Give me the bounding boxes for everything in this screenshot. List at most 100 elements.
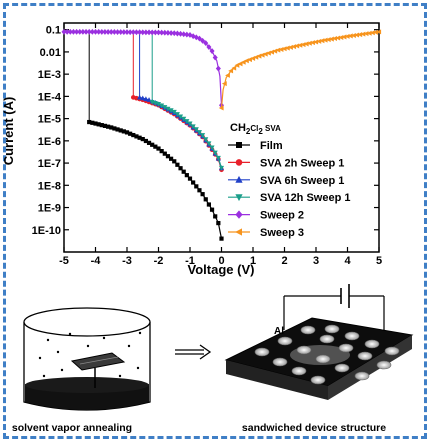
x-tick-label: 0 bbox=[218, 255, 224, 267]
x-tick-label: 1 bbox=[250, 255, 256, 267]
data-point bbox=[171, 109, 177, 115]
data-point bbox=[184, 119, 190, 124]
data-point bbox=[212, 54, 218, 61]
data-point bbox=[115, 127, 120, 132]
data-point bbox=[171, 30, 177, 37]
data-point bbox=[106, 124, 111, 129]
data-point bbox=[70, 28, 76, 35]
y-tick-label: 1E-5 bbox=[38, 114, 61, 126]
data-point bbox=[109, 125, 114, 130]
data-point bbox=[325, 37, 331, 43]
data-point bbox=[269, 49, 274, 55]
y-tick-label: 1E-9 bbox=[38, 203, 61, 215]
electrode-label: Al bbox=[274, 326, 284, 337]
data-point bbox=[291, 44, 297, 50]
data-point bbox=[203, 40, 209, 47]
data-point bbox=[140, 136, 145, 142]
series-line bbox=[64, 31, 223, 106]
y-tick-label: 0.1 bbox=[46, 25, 61, 37]
data-point bbox=[140, 95, 146, 101]
legend-entry: SVA 2h Sweep 1 bbox=[260, 157, 344, 169]
legend-marker bbox=[236, 142, 242, 148]
data-point bbox=[256, 53, 262, 59]
legend-marker bbox=[235, 175, 243, 183]
data-point bbox=[240, 59, 246, 65]
electrode-pads bbox=[254, 324, 400, 385]
legend-title: CH2Cl2 SVA bbox=[230, 122, 281, 136]
data-point bbox=[181, 116, 187, 122]
data-point bbox=[137, 94, 143, 100]
data-point bbox=[234, 62, 240, 68]
data-point bbox=[200, 37, 206, 44]
data-point bbox=[168, 108, 174, 114]
series-line bbox=[152, 101, 223, 169]
x-tick-label: -2 bbox=[154, 255, 164, 267]
data-point bbox=[344, 33, 350, 39]
data-point bbox=[275, 47, 281, 53]
data-point bbox=[124, 130, 130, 135]
data-point bbox=[87, 119, 92, 125]
data-point bbox=[196, 130, 202, 135]
legend-entry: Sweep 3 bbox=[260, 227, 304, 239]
series-sweep-2 bbox=[61, 28, 225, 109]
data-point bbox=[111, 29, 117, 35]
legend-title-part: CH bbox=[230, 122, 246, 134]
data-point bbox=[212, 150, 218, 156]
data-point bbox=[341, 34, 347, 40]
data-point bbox=[209, 145, 215, 151]
data-point bbox=[137, 29, 143, 36]
data-point bbox=[131, 132, 136, 138]
iv-chart: -5 -4 -3 -2 -1 0 1 2 3 4 5 0.1 0.01 1E-3 1E-4 1E-5 1E-6 1… bbox=[1, 22, 382, 277]
y-axis-label: Current (A) bbox=[1, 97, 16, 166]
x-tick-label: -4 bbox=[91, 255, 102, 267]
data-point bbox=[165, 154, 171, 159]
data-point bbox=[162, 151, 167, 156]
series-line bbox=[139, 96, 223, 169]
data-point bbox=[203, 197, 208, 202]
data-point bbox=[153, 144, 158, 149]
data-point bbox=[118, 29, 124, 35]
device-illustration: Al sandwiched device structure bbox=[224, 284, 414, 434]
data-point bbox=[193, 127, 199, 133]
data-point bbox=[96, 28, 102, 35]
data-point bbox=[127, 29, 133, 36]
data-point bbox=[124, 29, 130, 36]
data-point bbox=[159, 149, 164, 154]
data-point bbox=[203, 137, 209, 143]
data-point bbox=[96, 122, 101, 127]
data-point bbox=[128, 131, 133, 136]
x-tick-label: 2 bbox=[281, 255, 287, 267]
data-point bbox=[118, 128, 123, 133]
substrate-on-stand bbox=[70, 352, 126, 388]
data-point bbox=[178, 114, 184, 120]
data-point bbox=[143, 138, 148, 144]
y-tick-label: 1E-6 bbox=[38, 136, 61, 148]
beaker-illustration: solvent vapor annealing bbox=[12, 307, 151, 434]
legend-marker bbox=[235, 228, 242, 236]
x-tick-label: -3 bbox=[122, 255, 132, 267]
data-point bbox=[366, 30, 372, 36]
data-point bbox=[112, 126, 117, 131]
data-point bbox=[209, 207, 215, 212]
data-point bbox=[121, 29, 127, 36]
data-point bbox=[187, 32, 193, 38]
data-point bbox=[200, 192, 205, 197]
data-point bbox=[83, 28, 89, 35]
data-point bbox=[335, 35, 341, 41]
series-film bbox=[87, 31, 224, 241]
data-point bbox=[231, 65, 237, 71]
data-point bbox=[137, 135, 142, 140]
x-tick-label: 4 bbox=[344, 255, 351, 267]
y-tick-label: 1E-4 bbox=[38, 91, 62, 103]
data-point bbox=[140, 29, 146, 36]
data-point bbox=[300, 42, 306, 48]
data-point bbox=[297, 42, 303, 48]
data-point bbox=[278, 46, 284, 52]
data-point bbox=[143, 29, 149, 36]
data-point bbox=[187, 121, 193, 127]
data-point bbox=[172, 159, 177, 164]
data-point bbox=[178, 166, 183, 171]
data-point bbox=[86, 28, 92, 35]
